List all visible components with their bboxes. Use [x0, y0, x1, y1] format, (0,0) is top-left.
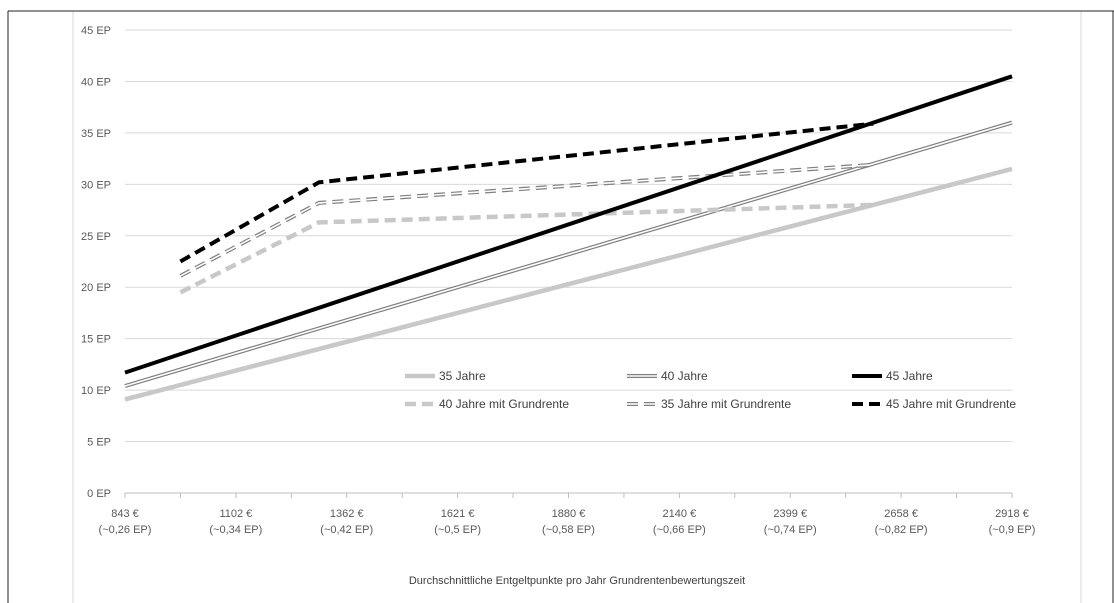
y-axis-ticks: 0 EP 5 EP 10 EP 15 EP 20 EP 25 EP 30 EP 35 EP 40…: [81, 25, 111, 500]
x-tick-label: 843 €: [111, 508, 139, 520]
series-line-inner: [180, 164, 874, 277]
x-tick-sublabel: (~0,5 EP): [434, 524, 481, 536]
series-line: [179, 121, 874, 264]
x-tick-label: 2658 €: [884, 508, 918, 520]
x-tick-label: 1880 €: [552, 508, 586, 520]
x-axis: 843 € (~0,26 EP) 1102 € (~0,34 EP) 1362 € (~0…: [99, 492, 1036, 536]
legend-label: 40 Jahre: [661, 369, 708, 383]
y-tick-label: 30 EP: [81, 179, 111, 191]
legend: 35 Jahre 40 Jahre 45 Jahre 40 Jahre mit Gru…: [405, 369, 1016, 411]
x-tick-sublabel: (~0,42 EP): [320, 524, 373, 536]
legend-label: 45 Jahre: [886, 369, 933, 383]
y-tick-label: 35 EP: [81, 128, 111, 140]
y-tick-label: 0 EP: [87, 488, 111, 500]
x-tick-label: 2918 €: [995, 508, 1029, 520]
series-line: [179, 202, 874, 295]
x-tick-sublabel: (~0,9 EP): [989, 524, 1036, 536]
y-tick-label: 5 EP: [87, 437, 111, 449]
legend-label: 40 Jahre mit Grundrente: [439, 397, 569, 411]
x-tick-sublabel: (~0,74 EP): [764, 524, 817, 536]
y-tick-label: 25 EP: [81, 231, 111, 243]
y-tick-label: 10 EP: [81, 385, 111, 397]
x-axis-title: Durchschnittliche Entgeltpunkte pro Jahr…: [409, 575, 745, 587]
legend-label: 45 Jahre mit Grundrente: [886, 397, 1016, 411]
x-tick-sublabel: (~0,26 EP): [99, 524, 152, 536]
x-tick-label: 1621 €: [441, 508, 475, 520]
x-tick-sublabel: (~0,34 EP): [209, 524, 262, 536]
x-tick-label: 2140 €: [663, 508, 697, 520]
series-lines: [124, 74, 1013, 402]
legend-label: 35 Jahre: [439, 369, 486, 383]
gridlines: [125, 29, 1012, 443]
legend-label: 35 Jahre mit Grundrente: [661, 397, 791, 411]
x-tick-sublabel: (~0,58 EP): [542, 524, 595, 536]
y-tick-label: 15 EP: [81, 334, 111, 346]
x-tick-label: 2399 €: [773, 508, 807, 520]
y-tick-label: 20 EP: [81, 282, 111, 294]
x-tick-sublabel: (~0,66 EP): [653, 524, 706, 536]
x-tick-label: 1102 €: [219, 508, 252, 520]
y-tick-label: 40 EP: [81, 76, 111, 88]
y-tick-label: 45 EP: [81, 25, 111, 37]
x-tick-label: 1362 €: [330, 508, 364, 520]
x-tick-sublabel: (~0,82 EP): [875, 524, 928, 536]
